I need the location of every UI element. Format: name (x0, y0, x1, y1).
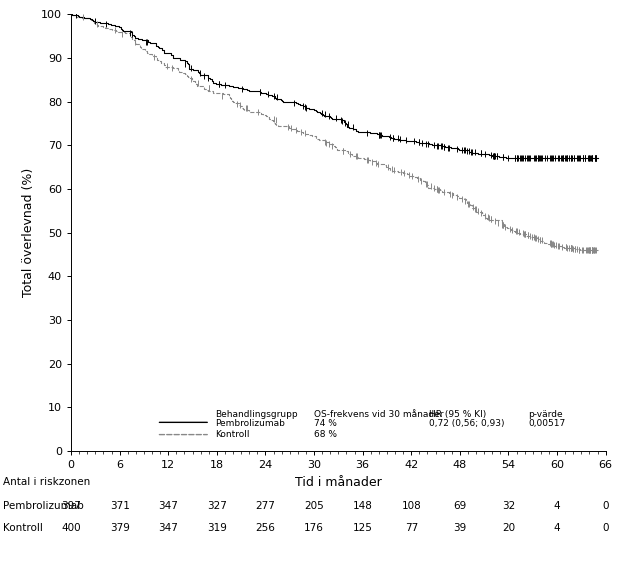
Text: OS-frekvens vid 30 månader: OS-frekvens vid 30 månader (315, 409, 444, 418)
Text: 347: 347 (158, 523, 178, 534)
Text: HR (95 % KI): HR (95 % KI) (430, 409, 486, 418)
Text: Pembrolizumab: Pembrolizumab (3, 501, 84, 511)
Text: Kontroll: Kontroll (3, 523, 43, 534)
Text: 68 %: 68 % (315, 430, 337, 439)
Text: 77: 77 (405, 523, 418, 534)
Text: 4: 4 (554, 501, 561, 511)
X-axis label: Tid i månader: Tid i månader (295, 476, 382, 489)
Text: 400: 400 (61, 523, 81, 534)
Text: 0: 0 (603, 501, 609, 511)
Text: 69: 69 (453, 501, 467, 511)
Text: 371: 371 (110, 501, 130, 511)
Text: 176: 176 (304, 523, 324, 534)
Text: 148: 148 (353, 501, 373, 511)
Text: Behandlingsgrupp: Behandlingsgrupp (216, 409, 298, 418)
Text: Antal i riskzonen: Antal i riskzonen (3, 477, 90, 487)
Text: 125: 125 (353, 523, 373, 534)
Text: 20: 20 (502, 523, 515, 534)
Text: 32: 32 (502, 501, 515, 511)
Text: Kontroll: Kontroll (216, 430, 250, 439)
Text: 205: 205 (304, 501, 324, 511)
Text: 4: 4 (554, 523, 561, 534)
Text: 379: 379 (110, 523, 130, 534)
Text: Pembrolizumab: Pembrolizumab (216, 419, 286, 428)
Text: 256: 256 (255, 523, 276, 534)
Text: 108: 108 (401, 501, 421, 511)
Text: 74 %: 74 % (315, 419, 337, 428)
Text: 277: 277 (255, 501, 276, 511)
Text: 319: 319 (207, 523, 227, 534)
Text: 0,72 (0,56; 0,93): 0,72 (0,56; 0,93) (430, 419, 505, 428)
Y-axis label: Total överlevnad (%): Total överlevnad (%) (22, 168, 35, 297)
Text: 0: 0 (603, 523, 609, 534)
Text: 0,00517: 0,00517 (528, 419, 565, 428)
Text: 327: 327 (207, 501, 227, 511)
Text: p-värde: p-värde (528, 409, 563, 418)
Text: 39: 39 (453, 523, 467, 534)
Text: 397: 397 (61, 501, 81, 511)
Text: 347: 347 (158, 501, 178, 511)
